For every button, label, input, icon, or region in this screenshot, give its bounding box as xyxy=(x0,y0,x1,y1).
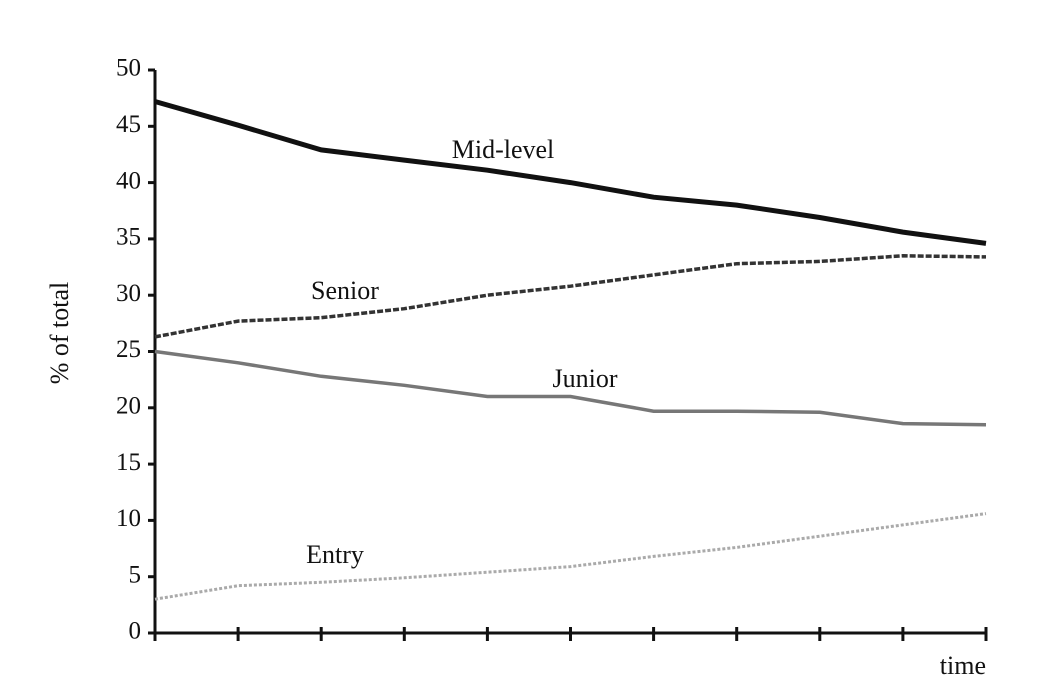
y-tick-label: 35 xyxy=(116,224,141,251)
y-tick-label: 10 xyxy=(116,505,141,532)
series-line xyxy=(154,349,987,427)
series-label: Mid-level xyxy=(452,135,555,164)
y-tick-label: 45 xyxy=(116,111,141,138)
series-label: Junior xyxy=(553,364,618,393)
y-tick-label: 15 xyxy=(116,449,141,476)
y-tick-label: 5 xyxy=(129,561,142,588)
x-axis-label: time xyxy=(940,651,986,680)
series-label: Entry xyxy=(306,540,364,569)
series-label: Senior xyxy=(311,276,379,305)
series-line xyxy=(154,99,987,246)
series-line xyxy=(154,512,987,601)
y-tick-label: 30 xyxy=(116,280,141,307)
y-tick-label: 0 xyxy=(129,618,142,645)
y-tick-label: 40 xyxy=(116,167,141,194)
y-tick-label: 25 xyxy=(116,336,141,363)
y-axis-label: % of total xyxy=(45,282,74,385)
series-line xyxy=(154,254,987,339)
y-tick-label: 20 xyxy=(116,393,141,420)
y-tick-label: 50 xyxy=(116,55,141,82)
